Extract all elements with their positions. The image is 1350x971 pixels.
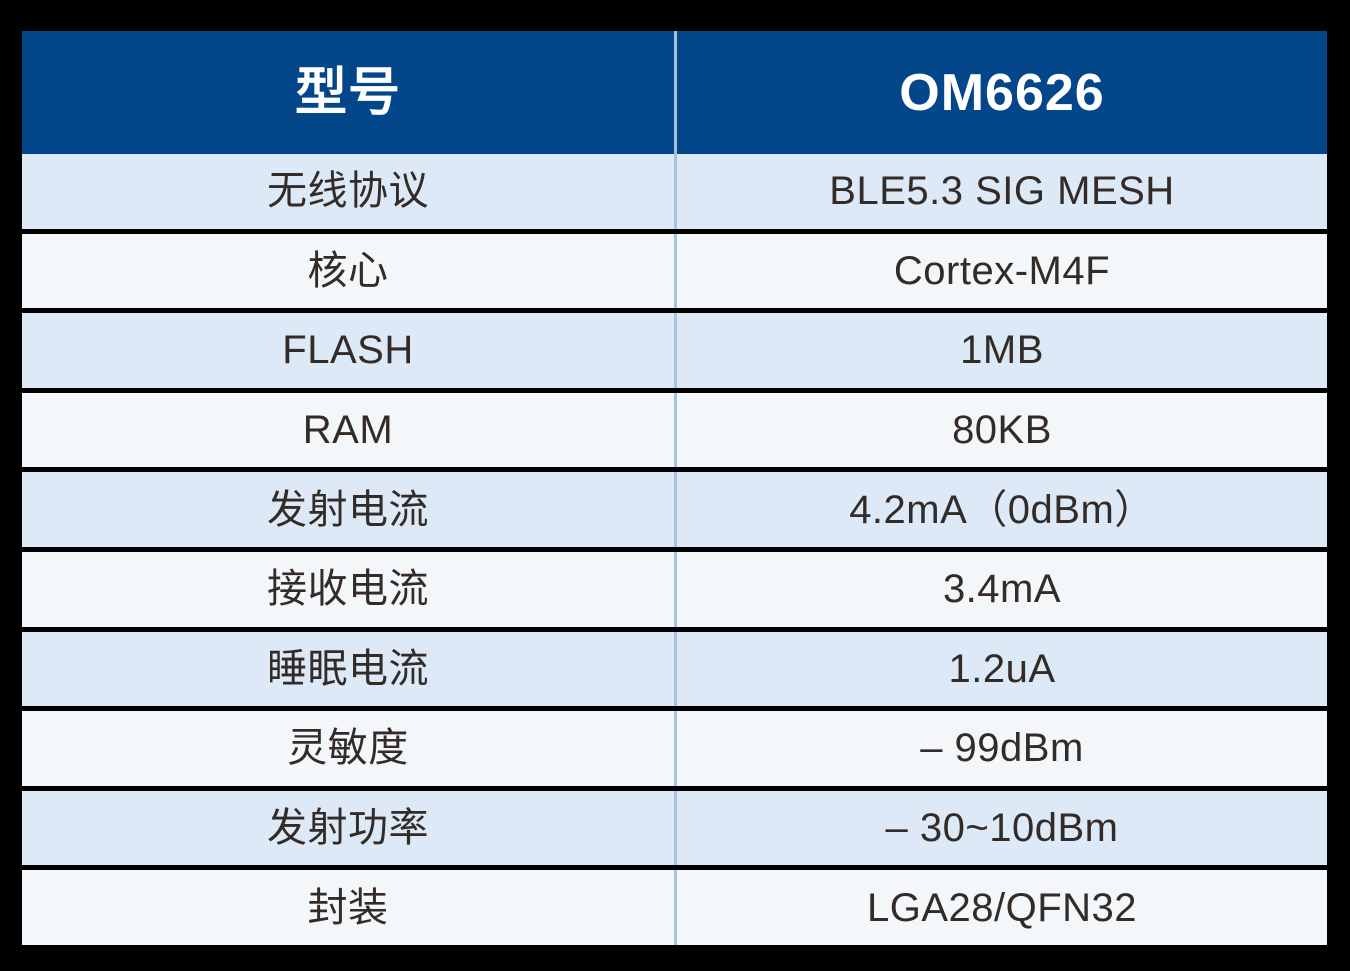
spec-value-cell: 3.4mA [942, 567, 1062, 612]
spec-label-cell: 发射电流 [22, 472, 677, 547]
spec-value-cell: 80KB [952, 408, 1052, 453]
spec-value-cell: Cortex-M4F [893, 248, 1111, 293]
spec-label-cell: 接收电流 [22, 551, 677, 627]
spec-rows: 无线协议 BLE5.3 SIG MESH 核心 Cortex-M4F FLASH 1MB R… [22, 154, 1327, 945]
spec-label-cell: 睡眠电流 [22, 631, 677, 707]
spec-row: 发射电流 4.2mA（0dBm） [22, 472, 1327, 547]
spec-value-cell: 1MB [960, 328, 1044, 373]
spec-label-cell: 灵敏度 [22, 711, 677, 786]
spec-row: 灵敏度 – 99dBm [22, 711, 1327, 786]
spec-value-cell: 4.2mA（0dBm） [849, 487, 1155, 532]
spec-table: 型号 OM6626 无线协议 BLE5.3 SIG MESH 核心 Cortex-M4… [22, 31, 1327, 945]
spec-value-cell: – 99dBm [920, 726, 1084, 771]
spec-label-cell: 核心 [22, 233, 677, 309]
spec-row: 接收电流 3.4mA [22, 551, 1327, 627]
header-model-value: OM6626 [899, 63, 1105, 122]
table-header-row: 型号 OM6626 [22, 31, 1327, 154]
spec-row: FLASH 1MB [22, 313, 1327, 388]
spec-value-cell: 1.2uA [948, 646, 1056, 691]
spec-label-cell: 发射功率 [22, 790, 677, 866]
spec-row: 发射功率 – 30~10dBm [22, 790, 1327, 866]
spec-value-cell: BLE5.3 SIG MESH [829, 169, 1175, 214]
spec-value-cell: – 30~10dBm [885, 806, 1119, 851]
spec-row: RAM 80KB [22, 392, 1327, 468]
spec-label-cell: 无线协议 [22, 154, 677, 229]
spec-label-cell: 封装 [22, 870, 677, 945]
spec-value-cell: LGA28/QFN32 [866, 885, 1138, 930]
header-model-label: 型号 [22, 31, 677, 154]
spec-row: 封装 LGA28/QFN32 [22, 870, 1327, 945]
spec-row: 无线协议 BLE5.3 SIG MESH [22, 154, 1327, 229]
spec-row: 睡眠电流 1.2uA [22, 631, 1327, 707]
spec-label-cell: FLASH [22, 313, 677, 388]
spec-label-cell: RAM [22, 392, 677, 468]
spec-row: 核心 Cortex-M4F [22, 233, 1327, 309]
